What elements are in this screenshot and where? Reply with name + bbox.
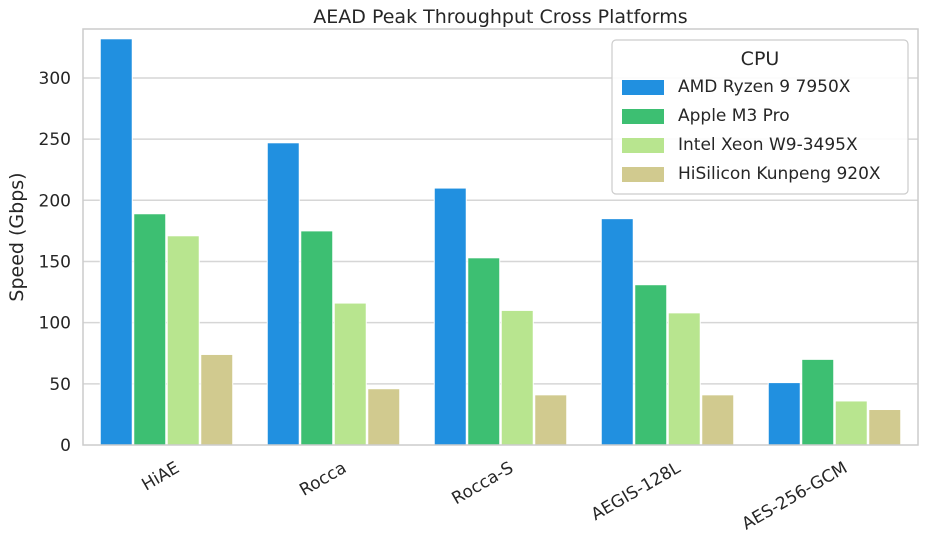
legend-label: AMD Ryzen 9 7950X bbox=[678, 77, 851, 97]
bar bbox=[99, 38, 133, 446]
y-tick-label: 250 bbox=[39, 130, 71, 150]
x-tick-label: Rocca bbox=[296, 458, 350, 501]
bar bbox=[166, 235, 200, 446]
y-axis-title: Speed (Gbps) bbox=[6, 172, 28, 301]
y-tick-label: 0 bbox=[60, 436, 71, 456]
bar bbox=[600, 218, 634, 446]
legend-swatch bbox=[622, 109, 664, 124]
bar bbox=[534, 394, 568, 446]
bars bbox=[99, 38, 902, 446]
bar bbox=[467, 257, 501, 446]
bar bbox=[266, 142, 300, 446]
legend-swatch bbox=[622, 80, 664, 95]
legend-items: AMD Ryzen 9 7950X Apple M3 Pro Intel Xeon … bbox=[622, 77, 881, 184]
legend-title: CPU bbox=[741, 48, 780, 70]
legend-label: HiSilicon Kunpeng 920X bbox=[678, 164, 881, 184]
bar bbox=[701, 394, 735, 446]
x-tick-label: AES-256-GCM bbox=[739, 458, 851, 534]
plot-frame bbox=[82, 28, 919, 446]
bar bbox=[133, 213, 167, 446]
bar bbox=[433, 187, 467, 446]
y-tick-label: 300 bbox=[39, 69, 71, 89]
bar bbox=[868, 409, 902, 446]
y-tick-label: 50 bbox=[49, 375, 71, 395]
y-tick-label: 200 bbox=[39, 191, 71, 211]
y-tick-label: 100 bbox=[39, 314, 71, 334]
legend: CPU AMD Ryzen 9 7950X Apple M3 Pro Intel X… bbox=[611, 39, 909, 195]
legend-label: Intel Xeon W9-3495X bbox=[678, 135, 858, 155]
legend-label: Apple M3 Pro bbox=[678, 106, 790, 126]
legend-swatch bbox=[622, 167, 664, 182]
chart-title: AEAD Peak Throughput Cross Platforms bbox=[313, 6, 687, 28]
bar bbox=[300, 230, 334, 446]
y-tick-labels: 0 50 100 150 200 250 300 bbox=[39, 69, 71, 456]
bar bbox=[667, 312, 701, 446]
bar bbox=[767, 382, 801, 446]
bar bbox=[634, 284, 668, 446]
legend-box bbox=[611, 39, 909, 195]
x-tick-label: Rocca-S bbox=[449, 458, 517, 509]
bar bbox=[200, 353, 234, 446]
bar bbox=[333, 302, 367, 446]
legend-swatch bbox=[622, 138, 664, 153]
bar bbox=[801, 358, 835, 446]
bar bbox=[500, 309, 534, 446]
x-tick-labels: HiAE Rocca Rocca-S AEGIS-128L AES-256-GCM bbox=[138, 458, 851, 535]
x-tick-label: AEGIS-128L bbox=[588, 458, 685, 525]
y-tick-label: 150 bbox=[39, 252, 71, 272]
x-tick-label: HiAE bbox=[138, 458, 183, 495]
bar bbox=[367, 388, 401, 446]
bar bbox=[834, 400, 868, 446]
